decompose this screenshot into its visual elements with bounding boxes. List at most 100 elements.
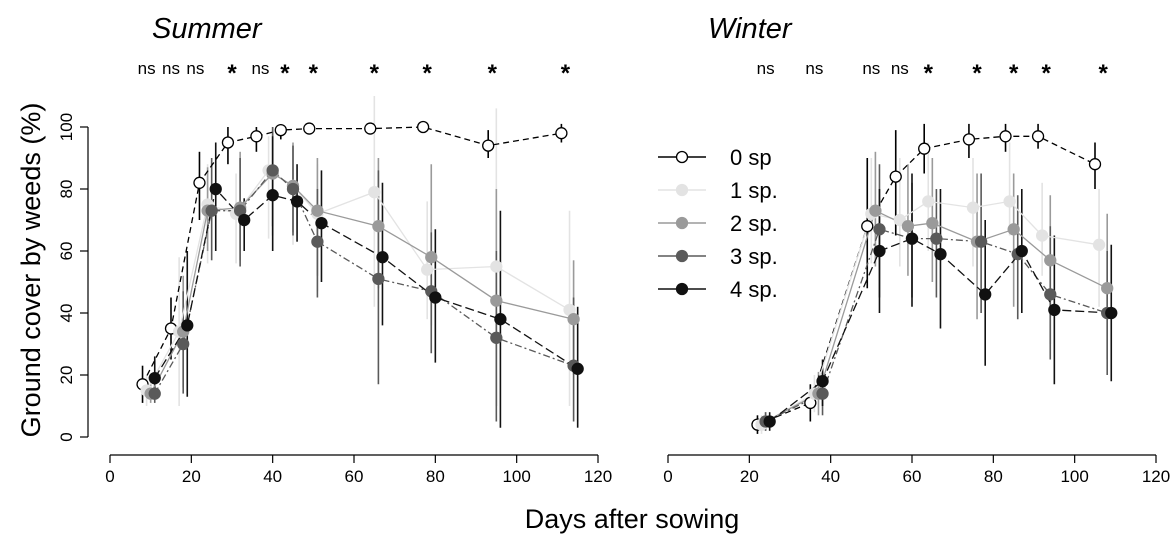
series-line bbox=[154, 169, 574, 394]
data-point bbox=[490, 331, 503, 344]
significance-star: * bbox=[488, 60, 498, 87]
data-point bbox=[1015, 244, 1028, 258]
x-tick-label: 120 bbox=[1142, 467, 1170, 486]
data-point bbox=[1003, 195, 1016, 208]
data-point bbox=[221, 136, 235, 149]
data-point bbox=[148, 371, 161, 385]
data-point bbox=[1101, 282, 1114, 295]
data-point bbox=[376, 251, 389, 264]
significance-star: * bbox=[1009, 60, 1019, 87]
x-tick-label: 0 bbox=[105, 467, 114, 486]
legend-label: 4 sp. bbox=[730, 277, 778, 302]
significance-star: * bbox=[423, 60, 433, 87]
data-point bbox=[893, 213, 906, 227]
data-point bbox=[763, 415, 776, 428]
significance-ns: ns bbox=[138, 59, 156, 78]
significance-star: * bbox=[561, 60, 571, 87]
panel-title-winter: Winter bbox=[708, 13, 793, 45]
x-tick-label: 100 bbox=[502, 467, 530, 486]
data-point bbox=[1105, 306, 1118, 320]
data-point bbox=[181, 319, 194, 332]
legend-label: 1 sp. bbox=[730, 178, 778, 203]
data-point bbox=[816, 375, 829, 388]
data-point bbox=[1088, 158, 1102, 171]
data-point bbox=[1092, 238, 1106, 251]
data-point bbox=[1031, 130, 1045, 143]
x-tick-label: 60 bbox=[345, 467, 364, 486]
data-point bbox=[869, 204, 882, 217]
significance-star: * bbox=[370, 60, 380, 87]
data-point bbox=[274, 123, 287, 137]
significance-star: * bbox=[280, 60, 290, 87]
data-point bbox=[372, 220, 385, 233]
data-point bbox=[425, 251, 438, 264]
data-point bbox=[571, 362, 584, 375]
x-tick-label: 0 bbox=[663, 467, 672, 486]
data-point bbox=[1035, 229, 1049, 242]
data-point bbox=[966, 201, 980, 214]
significance-ns: ns bbox=[162, 59, 180, 78]
data-point bbox=[494, 313, 507, 326]
legend-marker bbox=[675, 183, 689, 197]
data-point bbox=[1044, 288, 1057, 301]
significance-star: * bbox=[309, 60, 319, 87]
data-point bbox=[490, 260, 503, 273]
significance-ns: ns bbox=[805, 59, 823, 78]
legend-marker bbox=[675, 249, 689, 263]
significance-ns: ns bbox=[757, 59, 775, 78]
panel-title-summer: Summer bbox=[152, 13, 263, 45]
significance-star: * bbox=[227, 60, 237, 87]
data-point bbox=[177, 337, 190, 351]
data-point bbox=[490, 294, 503, 307]
data-point bbox=[816, 387, 829, 400]
data-point bbox=[372, 272, 385, 286]
data-point bbox=[315, 216, 328, 230]
data-point bbox=[979, 288, 992, 301]
data-point bbox=[311, 204, 324, 217]
series-line bbox=[154, 187, 579, 379]
x-tick-label: 60 bbox=[903, 467, 922, 486]
data-point bbox=[290, 195, 304, 208]
data-point bbox=[1007, 223, 1020, 236]
legend-label: 0 sp bbox=[730, 145, 772, 170]
x-axis-title: Days after sowing bbox=[525, 504, 740, 534]
data-point bbox=[286, 182, 300, 196]
series-line bbox=[757, 135, 1096, 426]
data-point bbox=[922, 195, 935, 208]
legend-marker bbox=[675, 216, 689, 230]
data-point bbox=[1044, 254, 1057, 267]
y-axis-title: Ground cover by weeds (%) bbox=[16, 103, 46, 438]
legend-label: 3 sp. bbox=[730, 244, 778, 269]
data-point bbox=[416, 120, 430, 134]
data-point bbox=[368, 185, 381, 199]
data-point bbox=[861, 220, 874, 233]
data-point bbox=[926, 216, 939, 230]
data-point bbox=[193, 176, 206, 189]
data-point bbox=[429, 291, 442, 304]
x-tick-label: 80 bbox=[984, 467, 1003, 486]
significance-ns: ns bbox=[251, 59, 269, 78]
data-point bbox=[303, 122, 316, 135]
y-tick-label: 100 bbox=[57, 113, 76, 141]
significance-star: * bbox=[972, 60, 982, 87]
data-point bbox=[266, 164, 279, 177]
y-tick-label: 40 bbox=[57, 304, 76, 323]
data-point bbox=[873, 223, 886, 236]
x-tick-label: 40 bbox=[821, 467, 840, 486]
y-tick-label: 60 bbox=[57, 242, 76, 261]
data-point bbox=[974, 235, 988, 248]
significance-ns: ns bbox=[186, 59, 204, 78]
data-point bbox=[889, 170, 902, 183]
x-tick-label: 120 bbox=[584, 467, 612, 486]
legend-marker bbox=[675, 282, 689, 296]
legend: 0 sp 1 sp. 2 sp. 3 sp. 4 sp. bbox=[658, 145, 778, 302]
data-point bbox=[901, 220, 915, 233]
legend-label: 2 sp. bbox=[730, 211, 778, 236]
data-point bbox=[266, 189, 279, 202]
data-point bbox=[918, 142, 931, 155]
data-point bbox=[311, 235, 324, 248]
data-point bbox=[567, 313, 580, 326]
x-tick-label: 80 bbox=[426, 467, 445, 486]
